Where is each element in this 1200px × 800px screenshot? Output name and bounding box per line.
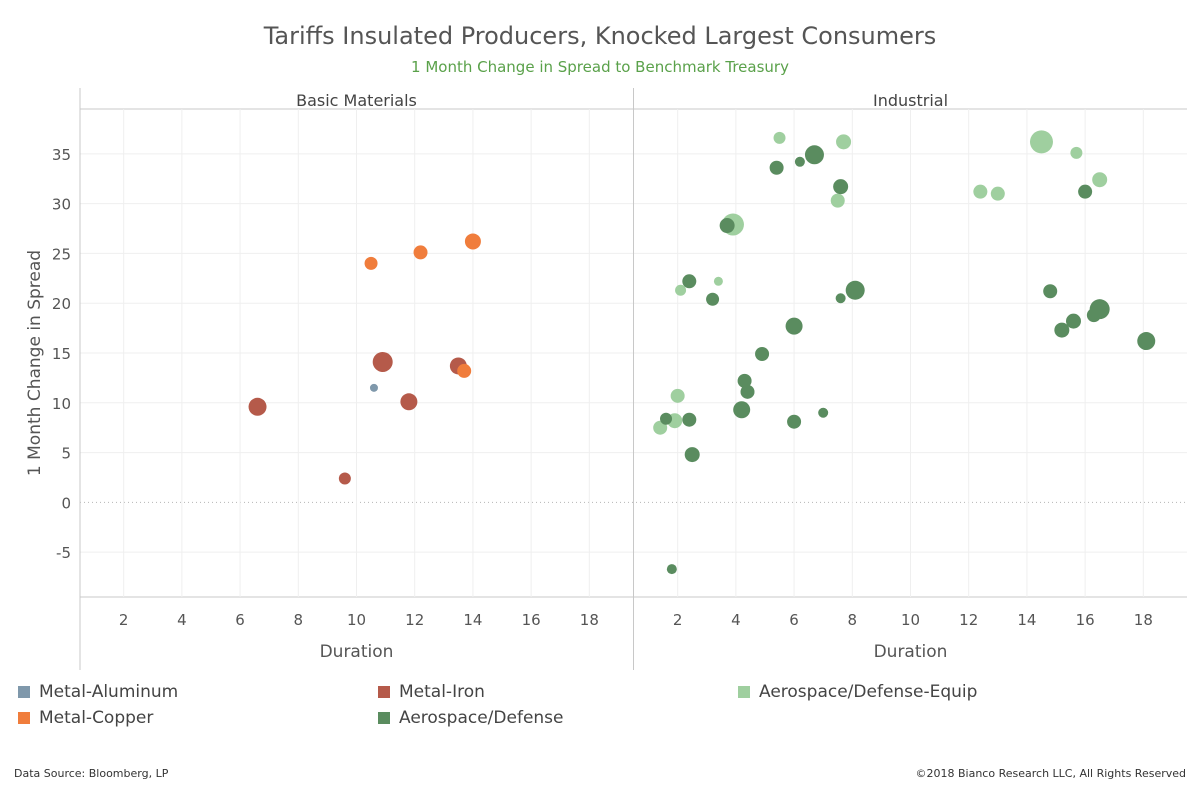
x-tick-label: 4: [731, 611, 741, 629]
data-point: [830, 193, 845, 208]
data-point: [1092, 172, 1108, 188]
data-point: [1054, 322, 1070, 338]
data-point: [769, 160, 784, 175]
panel-title: Industrial: [873, 91, 948, 110]
data-point: [706, 292, 720, 306]
data-point: [733, 401, 751, 419]
panel-title: Basic Materials: [296, 91, 417, 110]
legend-label: Aerospace/Defense: [399, 708, 564, 728]
x-axis-label: Duration: [874, 642, 948, 662]
data-point: [794, 156, 805, 167]
x-tick-label: 6: [235, 611, 245, 629]
legend-swatch: [738, 686, 750, 698]
data-point: [660, 412, 673, 425]
data-point: [1065, 313, 1081, 329]
legend-item-aerospace-defense[interactable]: Aerospace/Defense: [378, 708, 564, 728]
data-point: [464, 233, 481, 250]
data-point: [719, 218, 735, 234]
data-point: [836, 134, 852, 150]
data-point: [666, 564, 677, 575]
y-tick-label: 30: [52, 196, 71, 214]
y-tick-label: 25: [52, 245, 71, 263]
x-tick-label: 12: [959, 611, 978, 629]
x-tick-label: 10: [347, 611, 366, 629]
y-tick-label: 20: [52, 295, 71, 313]
data-point: [785, 317, 803, 335]
x-tick-label: 14: [1017, 611, 1036, 629]
legend-label: Metal-Aluminum: [39, 682, 179, 702]
x-tick-label: 4: [177, 611, 187, 629]
data-point: [804, 145, 824, 165]
y-tick-label: -5: [56, 544, 71, 562]
chart-subtitle: 1 Month Change in Spread to Benchmark Tr…: [411, 58, 789, 76]
data-point: [1137, 332, 1156, 351]
data-point: [737, 373, 752, 388]
data-point: [369, 383, 378, 392]
data-point: [400, 393, 418, 411]
data-point: [833, 179, 849, 195]
data-point: [713, 276, 723, 286]
y-axis-label: 1 Month Change in Spread: [25, 250, 45, 476]
copyright-note: ©2018 Bianco Research LLC, All Rights Re…: [915, 767, 1187, 780]
legend-label: Metal-Iron: [399, 682, 485, 702]
legend-label: Metal-Copper: [39, 708, 154, 728]
y-tick-label: 5: [61, 445, 71, 463]
data-point: [787, 414, 802, 429]
data-point: [457, 363, 472, 378]
x-tick-label: 8: [848, 611, 858, 629]
data-point: [845, 280, 865, 300]
legend-swatch: [18, 686, 30, 698]
legend-label: Aerospace/Defense-Equip: [759, 682, 978, 702]
x-tick-label: 14: [463, 611, 482, 629]
y-tick-label: 0: [61, 494, 71, 512]
x-tick-label: 8: [294, 611, 304, 629]
x-tick-label: 2: [119, 611, 129, 629]
x-axis-label: Duration: [320, 642, 394, 662]
x-tick-label: 18: [580, 611, 599, 629]
x-tick-label: 2: [673, 611, 683, 629]
data-source-note: Data Source: Bloomberg, LP: [14, 767, 169, 780]
data-point: [973, 184, 988, 199]
data-point: [1089, 299, 1110, 320]
x-tick-label: 18: [1134, 611, 1153, 629]
data-point: [684, 447, 700, 463]
legend-item-metal-aluminum[interactable]: Metal-Aluminum: [18, 682, 178, 702]
x-tick-label: 6: [789, 611, 799, 629]
chart-title: Tariffs Insulated Producers, Knocked Lar…: [263, 22, 937, 50]
data-point: [1043, 284, 1058, 299]
data-point: [670, 388, 685, 403]
data-point: [413, 245, 428, 260]
legend-item-metal-copper[interactable]: Metal-Copper: [18, 708, 153, 728]
data-point: [740, 384, 755, 399]
legend-swatch: [378, 712, 390, 724]
y-tick-label: 35: [52, 146, 71, 164]
legend-swatch: [378, 686, 390, 698]
data-point: [773, 131, 786, 144]
data-point: [675, 284, 687, 296]
data-point: [338, 472, 351, 485]
data-point: [835, 293, 846, 304]
data-point: [1029, 130, 1053, 154]
data-point: [818, 407, 829, 418]
data-point: [682, 412, 697, 427]
data-point: [372, 351, 393, 372]
legend-item-metal-iron[interactable]: Metal-Iron: [378, 682, 485, 702]
x-tick-label: 12: [405, 611, 424, 629]
legend-swatch: [18, 712, 30, 724]
data-point: [755, 346, 770, 361]
x-tick-label: 16: [1076, 611, 1095, 629]
legend-item-aerospace-defense-equip[interactable]: Aerospace/Defense-Equip: [738, 682, 977, 702]
data-point: [248, 397, 267, 416]
data-point: [990, 186, 1005, 201]
x-tick-label: 10: [901, 611, 920, 629]
y-tick-label: 10: [52, 395, 71, 413]
data-point: [364, 256, 378, 270]
x-tick-label: 16: [522, 611, 541, 629]
data-point: [682, 274, 697, 289]
y-tick-label: 15: [52, 345, 71, 363]
data-point: [1078, 184, 1093, 199]
data-point: [1070, 146, 1083, 159]
